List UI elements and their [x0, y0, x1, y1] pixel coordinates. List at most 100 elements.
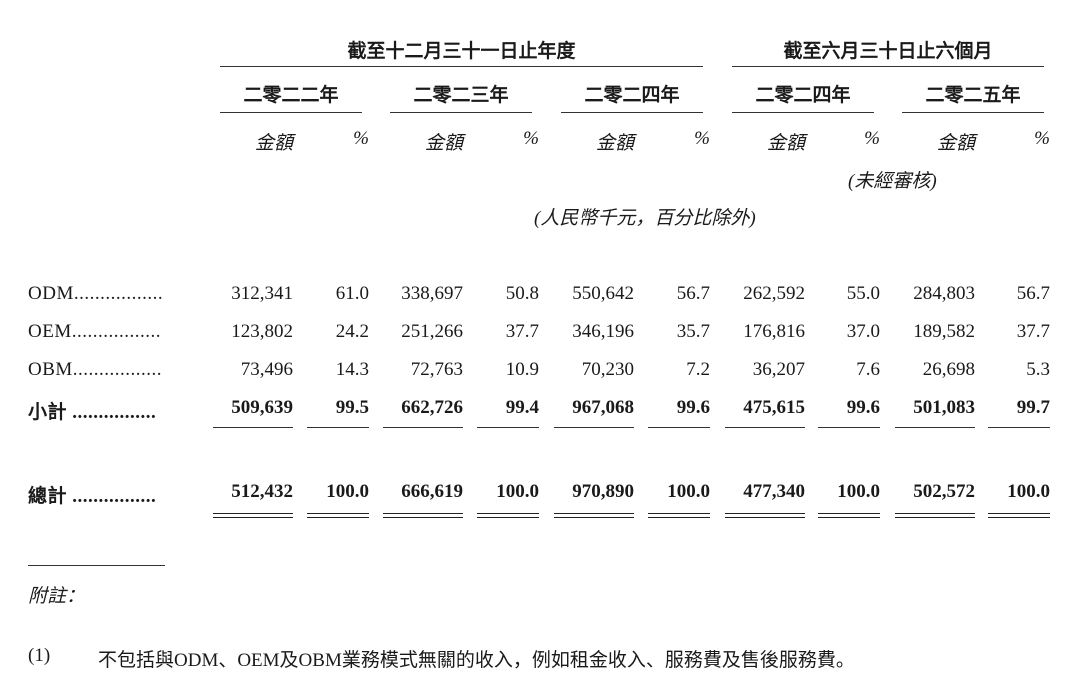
- header-underline: [732, 66, 1044, 67]
- percent-cell: 100.0: [667, 481, 710, 502]
- total-double-underline: [818, 513, 880, 518]
- year-header: 二零二四年: [584, 85, 680, 106]
- footnote-separator: [28, 565, 165, 566]
- amount-cell: 338,697: [401, 283, 463, 304]
- note-text: 不包括與ODM、OEM及OBM業務模式無關的收入，例如租金收入、服務費及售後服務…: [98, 650, 855, 671]
- row-label: OBM.................: [28, 359, 163, 380]
- total-double-underline: [725, 513, 805, 518]
- percent-column-header: %: [353, 128, 369, 149]
- amount-cell: 512,432: [231, 481, 293, 502]
- percent-cell: 56.7: [676, 283, 710, 304]
- percent-cell: 10.9: [505, 359, 539, 380]
- percent-cell: 99.6: [846, 397, 880, 418]
- amount-column-header: 金額: [424, 133, 463, 154]
- percent-cell: 7.2: [686, 359, 710, 380]
- amount-cell: 502,572: [913, 481, 975, 502]
- percent-cell: 37.0: [846, 321, 880, 342]
- percent-column-header: %: [864, 128, 880, 149]
- percent-cell: 99.5: [335, 397, 369, 418]
- amount-cell: 251,266: [401, 321, 463, 342]
- total-double-underline: [895, 513, 975, 518]
- year-underline: [561, 112, 703, 113]
- amount-cell: 73,496: [240, 359, 293, 380]
- year-header: 二零二四年: [755, 85, 851, 106]
- total-double-underline: [307, 513, 369, 518]
- row-label: OEM.................: [28, 321, 161, 342]
- year-underline: [902, 112, 1044, 113]
- percent-cell: 37.7: [505, 321, 539, 342]
- subtotal-underline: [477, 427, 539, 428]
- currency-unit-note: (人民幣千元，百分比除外): [534, 208, 756, 229]
- subtotal-underline: [383, 427, 463, 428]
- row-label: 小計 ................: [28, 402, 157, 423]
- subtotal-underline: [725, 427, 805, 428]
- year-header: 二零二五年: [925, 85, 1021, 106]
- amount-cell: 284,803: [913, 283, 975, 304]
- percent-cell: 24.2: [335, 321, 369, 342]
- year-underline: [220, 112, 362, 113]
- amount-column-header: 金額: [766, 133, 805, 154]
- percent-cell: 100.0: [496, 481, 539, 502]
- notes-title: 附註：: [28, 586, 86, 607]
- percent-cell: 100.0: [1007, 481, 1050, 502]
- total-double-underline: [648, 513, 710, 518]
- subtotal-underline: [895, 427, 975, 428]
- amount-cell: 189,582: [913, 321, 975, 342]
- amount-cell: 123,802: [231, 321, 293, 342]
- header-underline: [220, 66, 703, 67]
- year-underline: [732, 112, 874, 113]
- subtotal-underline: [554, 427, 634, 428]
- row-label: 總計 ................: [28, 486, 157, 507]
- percent-cell: 99.7: [1016, 397, 1050, 418]
- percent-cell: 99.6: [676, 397, 710, 418]
- percent-column-header: %: [523, 128, 539, 149]
- amount-cell: 970,890: [572, 481, 634, 502]
- amount-cell: 501,083: [913, 397, 975, 418]
- percent-cell: 56.7: [1016, 283, 1050, 304]
- percent-cell: 55.0: [846, 283, 880, 304]
- amount-cell: 346,196: [572, 321, 634, 342]
- total-double-underline: [383, 513, 463, 518]
- amount-cell: 509,639: [231, 397, 293, 418]
- percent-column-header: %: [694, 128, 710, 149]
- total-double-underline: [213, 513, 293, 518]
- amount-cell: 36,207: [752, 359, 805, 380]
- subtotal-underline: [307, 427, 369, 428]
- amount-cell: 662,726: [401, 397, 463, 418]
- year-underline: [390, 112, 532, 113]
- subtotal-underline: [213, 427, 293, 428]
- amount-cell: 262,592: [743, 283, 805, 304]
- amount-column-header: 金額: [936, 133, 975, 154]
- percent-cell: 100.0: [837, 481, 880, 502]
- amount-cell: 26,698: [922, 359, 975, 380]
- subtotal-underline: [988, 427, 1050, 428]
- percent-column-header: %: [1034, 128, 1050, 149]
- year-header: 二零二二年: [243, 85, 339, 106]
- amount-cell: 72,763: [410, 359, 463, 380]
- amount-column-header: 金額: [254, 133, 293, 154]
- percent-cell: 100.0: [326, 481, 369, 502]
- year-header: 二零二三年: [413, 85, 509, 106]
- total-double-underline: [477, 513, 539, 518]
- percent-cell: 99.4: [505, 397, 539, 418]
- amount-cell: 477,340: [743, 481, 805, 502]
- total-double-underline: [554, 513, 634, 518]
- amount-cell: 475,615: [743, 397, 805, 418]
- header-group-annual: 截至十二月三十一日止年度: [347, 41, 576, 62]
- amount-column-header: 金額: [595, 133, 634, 154]
- row-label: ODM.................: [28, 283, 164, 304]
- percent-cell: 5.3: [1026, 359, 1050, 380]
- note-number: (1): [28, 645, 51, 666]
- amount-cell: 176,816: [743, 321, 805, 342]
- percent-cell: 61.0: [335, 283, 369, 304]
- header-group-interim: 截至六月三十日止六個月: [783, 41, 993, 62]
- percent-cell: 50.8: [505, 283, 539, 304]
- amount-cell: 967,068: [572, 397, 634, 418]
- percent-cell: 35.7: [676, 321, 710, 342]
- amount-cell: 312,341: [231, 283, 293, 304]
- subtotal-underline: [648, 427, 710, 428]
- unaudited-note: (未經審核): [848, 171, 937, 192]
- amount-cell: 666,619: [401, 481, 463, 502]
- percent-cell: 7.6: [856, 359, 880, 380]
- amount-cell: 550,642: [572, 283, 634, 304]
